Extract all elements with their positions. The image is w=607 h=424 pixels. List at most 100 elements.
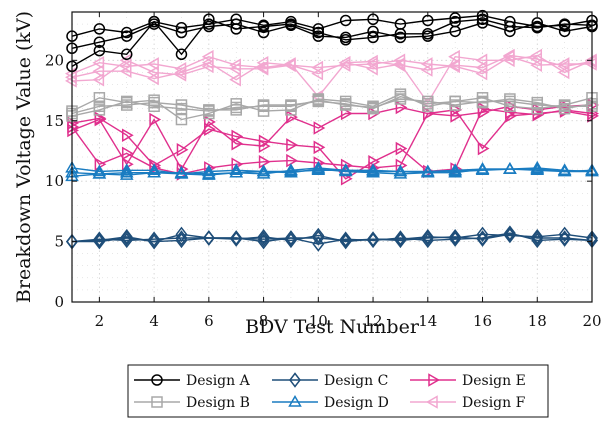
- data-point: [395, 141, 408, 156]
- data-point: [475, 53, 488, 68]
- data-point: [93, 23, 106, 35]
- data-point: [230, 230, 243, 246]
- data-point: [530, 160, 545, 173]
- y-tick-label: 20: [45, 51, 64, 69]
- data-point: [449, 15, 461, 28]
- data-point: [230, 23, 242, 35]
- series-design-b: [66, 88, 598, 126]
- data-point: [393, 166, 408, 179]
- data-series: [65, 9, 599, 252]
- data-point: [93, 104, 106, 116]
- data-point: [339, 99, 352, 111]
- y-axis-title: Breakdown Voltage Value (kV): [13, 11, 35, 303]
- x-tick-label: 18: [528, 312, 547, 330]
- data-point: [394, 28, 407, 40]
- data-point: [148, 233, 161, 250]
- data-point: [148, 231, 161, 247]
- series-design-f: [65, 48, 597, 110]
- data-point: [256, 55, 269, 70]
- data-point: [558, 18, 571, 30]
- data-point: [119, 163, 134, 176]
- data-point: [119, 53, 132, 68]
- x-tick-label: 20: [582, 312, 601, 330]
- data-point: [120, 30, 133, 42]
- data-point: [476, 17, 489, 29]
- data-point: [201, 55, 214, 70]
- data-point: [229, 165, 244, 178]
- data-point: [288, 395, 302, 407]
- x-tick-label: 16: [473, 312, 492, 330]
- data-point: [151, 396, 163, 408]
- data-point: [229, 61, 241, 76]
- data-point: [585, 53, 597, 68]
- data-point: [476, 226, 489, 243]
- data-point: [289, 372, 301, 388]
- data-point: [312, 23, 325, 35]
- data-point: [448, 59, 460, 74]
- series-design-e: [67, 98, 599, 186]
- series-design-c: [66, 225, 598, 252]
- data-point: [120, 95, 133, 108]
- data-point: [367, 101, 379, 114]
- x-tick-label: 4: [149, 312, 159, 330]
- data-point: [428, 373, 440, 387]
- data-point: [175, 26, 188, 39]
- data-point: [202, 168, 216, 180]
- series-line: [71, 168, 593, 176]
- data-point: [231, 136, 244, 151]
- data-point: [367, 231, 379, 247]
- data-point: [284, 165, 298, 178]
- data-point: [312, 30, 325, 42]
- data-point: [286, 138, 298, 152]
- data-point: [257, 231, 270, 247]
- data-point: [339, 14, 352, 27]
- data-point: [285, 100, 297, 112]
- series-design-a: [66, 9, 598, 73]
- data-point: [312, 236, 325, 252]
- data-point: [230, 101, 242, 114]
- data-point: [92, 64, 105, 79]
- data-point: [257, 229, 270, 245]
- data-point: [338, 164, 353, 177]
- data-point: [503, 162, 517, 174]
- data-point: [393, 164, 408, 177]
- data-point: [530, 58, 543, 72]
- data-point: [366, 165, 380, 178]
- data-point: [312, 94, 325, 106]
- data-point: [476, 9, 489, 22]
- data-point: [504, 95, 516, 108]
- data-point: [339, 34, 352, 46]
- legend: Design A Design B Design C Design D Design E…: [127, 364, 549, 418]
- data-point: [531, 230, 544, 246]
- x-axis-title: BDV Test Number: [245, 316, 420, 338]
- data-point: [531, 21, 544, 34]
- data-point: [258, 134, 271, 149]
- data-point: [283, 58, 296, 72]
- data-point: [366, 163, 380, 176]
- legend-label: Design F: [462, 395, 526, 411]
- data-point: [147, 165, 161, 178]
- data-point: [503, 226, 516, 243]
- data-point: [93, 44, 106, 57]
- data-point: [475, 162, 490, 174]
- data-point: [313, 140, 326, 155]
- data-point: [557, 65, 570, 80]
- data-point: [286, 153, 298, 168]
- data-point: [147, 71, 159, 86]
- data-point: [475, 66, 488, 81]
- x-tick-label: 6: [204, 312, 214, 330]
- data-point: [204, 122, 216, 137]
- data-point: [119, 165, 134, 178]
- data-point: [119, 168, 134, 180]
- data-point: [367, 31, 379, 44]
- data-point: [558, 230, 571, 246]
- data-point: [422, 95, 434, 108]
- data-point: [121, 146, 134, 161]
- data-point: [366, 61, 378, 76]
- legend-label: Design A: [186, 373, 251, 389]
- data-point: [120, 48, 133, 61]
- data-point: [92, 164, 107, 177]
- data-point: [476, 231, 489, 247]
- legend-item: Design D: [272, 395, 389, 411]
